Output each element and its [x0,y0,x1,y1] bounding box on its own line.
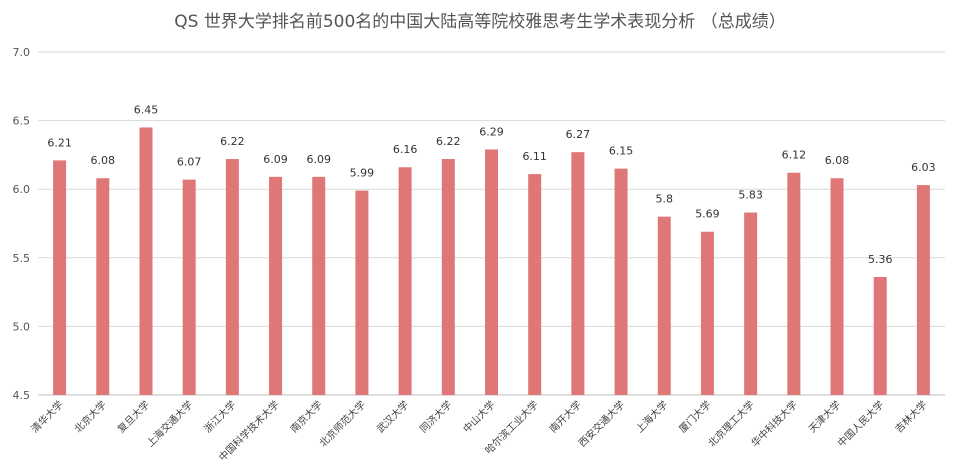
bar [225,159,239,395]
x-tick-label: 清华大学 [28,398,65,435]
x-tick-label: 中国人民大学 [835,398,887,450]
bar [485,149,498,395]
data-labels: 6.21 6.08 6.45 6.07 6.22 6.09 6.09 5.99 6.16 6.22… [47,103,935,266]
bar [312,176,326,395]
bar [657,216,671,395]
bar [53,160,67,395]
bar [96,178,110,395]
x-tick-label: 武汉大学 [374,398,411,435]
data-label: 6.22 [436,135,461,148]
chart-title: QS 世界大学排名前500名的中国大陆高等院校雅思考生学术表现分析 （总成绩） [174,12,785,32]
x-tick-label: 复旦大学 [115,398,152,435]
x-tick-label: 天津大学 [806,398,843,435]
y-tick-label: 5.5 [13,252,31,265]
data-label: 5.8 [656,193,674,206]
x-tick-label: 厦门大学 [676,398,713,435]
data-label: 6.16 [393,143,418,156]
y-tick-label: 5.0 [13,320,31,333]
x-tick-label: 吉林大学 [892,398,929,435]
bar [182,179,196,395]
bar [830,178,844,395]
data-label: 6.08 [91,154,116,167]
x-tick-label: 上海交通大学 [144,398,196,450]
data-label: 6.45 [134,103,159,116]
data-label: 6.08 [825,154,850,167]
data-label: 6.27 [566,128,591,141]
bar [787,172,801,395]
data-label: 6.09 [263,153,288,166]
data-label: 6.12 [782,149,807,162]
bar [700,231,714,395]
data-label: 5.99 [350,167,375,180]
y-tick-label: 6.0 [13,183,31,196]
y-tick-label: 4.5 [13,389,31,402]
data-label: 6.29 [479,125,504,138]
bar [873,277,887,395]
data-label: 6.03 [911,161,936,174]
x-tick-label: 华中科技大学 [748,398,800,450]
bar [269,176,283,395]
bar [571,152,585,395]
data-label: 6.11 [522,150,547,163]
x-tick-label: 南京大学 [287,398,324,435]
bar [398,167,412,395]
x-tick-label: 上海大学 [633,398,670,435]
bar [528,174,542,395]
data-label: 6.15 [609,145,634,158]
x-tick-label: 西安交通大学 [576,398,628,450]
data-label: 6.09 [306,153,331,166]
x-tick-label: 南开大学 [547,398,584,435]
x-tick-label: 浙江大学 [201,398,238,435]
bar [441,159,455,395]
x-tick-label: 中山大学 [460,398,497,435]
bar [614,168,628,395]
data-label: 6.22 [220,135,245,148]
y-tick-label: 6.5 [13,115,31,128]
data-label: 5.69 [695,208,720,221]
bar [139,127,153,396]
bars [53,127,930,396]
data-label: 5.36 [868,253,893,266]
data-label: 5.83 [738,189,763,202]
x-tick-label: 北京大学 [71,398,108,435]
bar [355,190,369,395]
y-axis-ticks: 4.5 5.0 5.5 6.0 6.5 7.0 [13,46,31,402]
bar [916,185,930,395]
data-label: 6.07 [177,156,202,169]
bar [744,212,758,395]
x-tick-label: 北京师范大学 [316,398,368,450]
y-tick-label: 7.0 [13,46,31,59]
x-tick-label: 同济大学 [417,398,454,435]
data-label: 6.21 [47,136,72,149]
